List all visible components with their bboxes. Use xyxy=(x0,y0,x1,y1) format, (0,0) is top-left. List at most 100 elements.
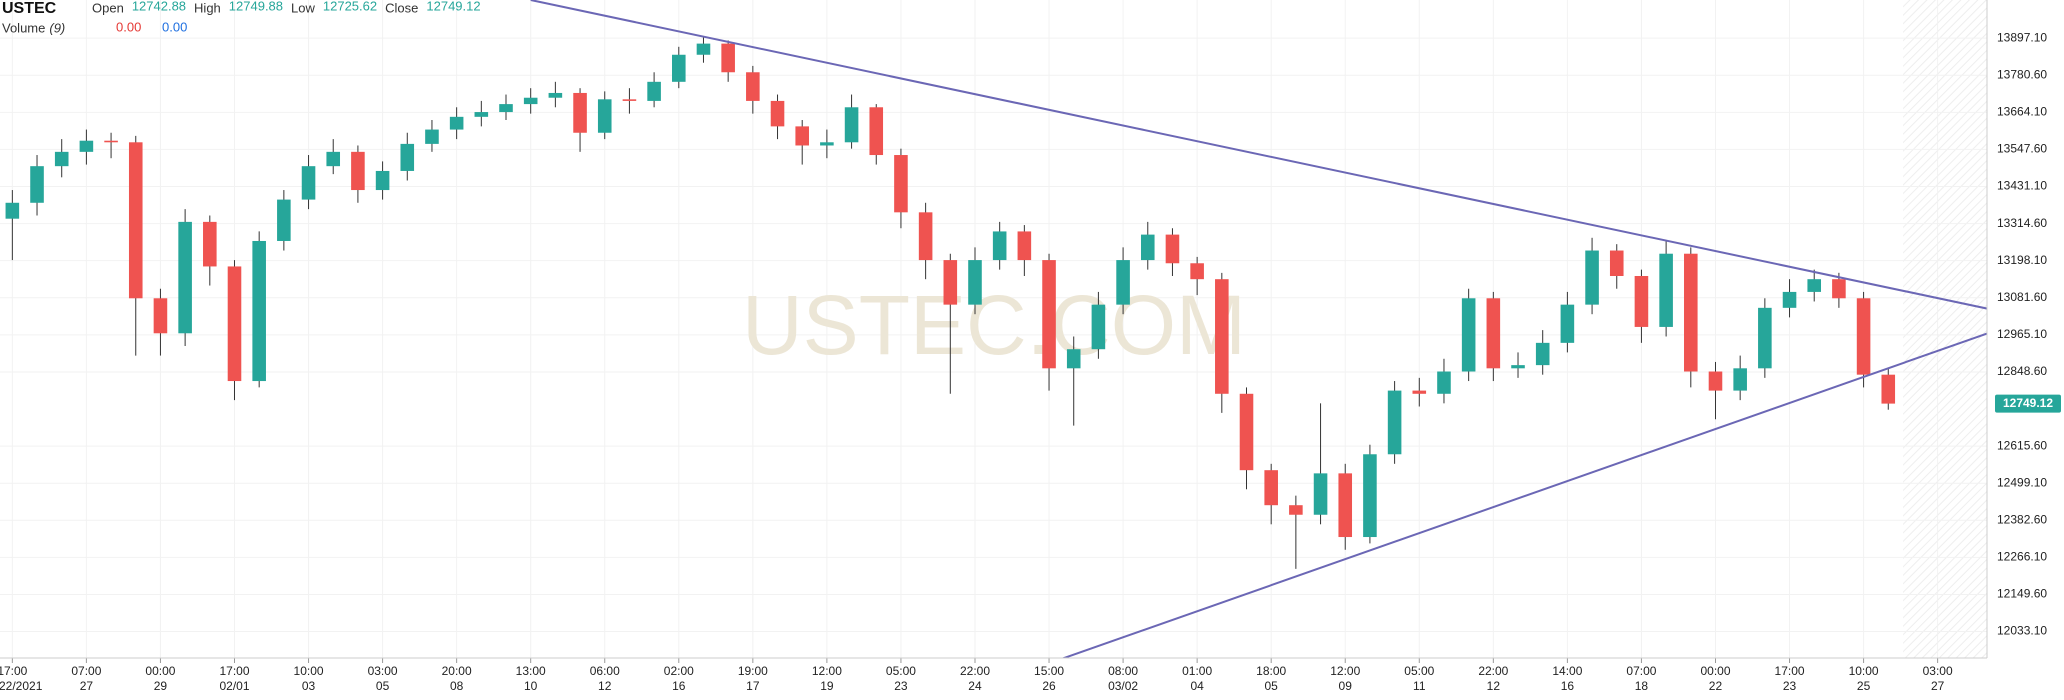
candle-body xyxy=(548,92,563,98)
x-tick-label: 15:00 xyxy=(1034,664,1064,678)
volume-value: 0.00 xyxy=(116,19,141,34)
x-tick-label: 22:00 xyxy=(960,664,990,678)
future-area xyxy=(1903,0,1987,658)
candle-body xyxy=(573,92,587,133)
x-tick-date: 19 xyxy=(820,679,834,693)
x-tick-date: 18 xyxy=(1635,679,1649,693)
ohlc-value: 12749.88 xyxy=(229,0,283,13)
x-tick-label: 18:00 xyxy=(1256,664,1286,678)
candle-body xyxy=(721,43,735,73)
y-tick-label: 12033.10 xyxy=(1997,624,2047,638)
candle-body xyxy=(746,72,760,101)
y-tick-label: 13897.10 xyxy=(1997,30,2047,44)
x-tick-label: 07:00 xyxy=(71,664,101,678)
candle-body xyxy=(326,151,341,167)
x-tick-date: 09 xyxy=(1339,679,1353,693)
ohlc-value: 12725.62 xyxy=(323,0,377,13)
x-tick-date: 08 xyxy=(450,679,464,693)
candle-body xyxy=(1239,393,1254,471)
x-tick-label: 06:00 xyxy=(590,664,620,678)
candle-body xyxy=(1832,279,1846,299)
candle-body xyxy=(1684,253,1698,372)
candle-body xyxy=(918,212,933,261)
x-tick-date: 05 xyxy=(376,679,390,693)
candle-body xyxy=(5,202,20,219)
candle-body xyxy=(1708,371,1723,391)
candle-body xyxy=(301,166,316,200)
volume-value: 0.00 xyxy=(162,19,187,34)
symbol: USTEC xyxy=(2,0,57,17)
x-tick-date: 24 xyxy=(968,679,982,693)
y-tick-label: 13547.60 xyxy=(1997,142,2047,156)
candle-body xyxy=(1758,307,1772,369)
x-tick-label: 00:00 xyxy=(1700,664,1730,678)
candle-body xyxy=(1585,250,1599,305)
header: USTEC Open 12742.88 High 12749.88 Low 12725.62… xyxy=(2,0,481,35)
ohlc-value: 12742.88 xyxy=(132,0,186,13)
candle-body xyxy=(672,54,686,82)
x-tick-label: 14:00 xyxy=(1552,664,1582,678)
candle-body xyxy=(252,240,266,382)
x-tick-label: 05:00 xyxy=(886,664,916,678)
y-tick-label: 12149.60 xyxy=(1997,587,2047,601)
candle-body xyxy=(844,107,859,143)
last-price-label: 12749.12 xyxy=(2003,396,2053,410)
candle-body xyxy=(1437,371,1451,394)
x-tick-date: 23 xyxy=(1783,679,1797,693)
x-tick-label: 08:00 xyxy=(1108,664,1138,678)
candle-body xyxy=(1511,365,1525,369)
x-tick-date: 27 xyxy=(80,679,94,693)
candle-body xyxy=(1486,298,1501,369)
candle-body xyxy=(277,199,291,241)
candle-body xyxy=(1116,260,1130,305)
x-tick-date: 27 xyxy=(1931,679,1945,693)
candle-body xyxy=(400,143,415,171)
candle-body xyxy=(622,99,637,101)
candle-body xyxy=(992,231,1007,261)
candle-body xyxy=(153,298,168,334)
candle-body xyxy=(968,260,982,305)
candle-body xyxy=(178,221,192,334)
y-tick-label: 12848.60 xyxy=(1997,364,2047,378)
x-tick-date: 05 xyxy=(1265,679,1279,693)
x-tick-date: 17 xyxy=(746,679,760,693)
y-tick-label: 13431.10 xyxy=(1997,179,2047,193)
x-tick-date: 01/22/2021 xyxy=(0,679,43,693)
x-tick-label: 22:00 xyxy=(1478,664,1508,678)
y-tick-label: 13314.60 xyxy=(1997,216,2047,230)
x-tick-date: 12 xyxy=(598,679,612,693)
x-tick-label: 10:00 xyxy=(1849,664,1879,678)
ohlc-value: 12749.12 xyxy=(426,0,480,13)
x-tick-label: 17:00 xyxy=(1775,664,1805,678)
candle-body xyxy=(104,140,118,143)
candle-body xyxy=(30,166,44,203)
x-tick-label: 01:00 xyxy=(1182,664,1212,678)
candle-body xyxy=(1609,250,1624,276)
x-tick-label: 13:00 xyxy=(516,664,546,678)
y-tick-label: 12382.60 xyxy=(1997,512,2047,526)
x-tick-label: 03:00 xyxy=(1923,664,1953,678)
candle-body xyxy=(1807,279,1822,292)
x-tick-label: 02:00 xyxy=(664,664,694,678)
x-tick-label: 19:00 xyxy=(738,664,768,678)
x-tick-label: 12:00 xyxy=(1330,664,1360,678)
x-tick-date: 29 xyxy=(154,679,168,693)
x-tick-date: 23 xyxy=(894,679,908,693)
plot-layer xyxy=(5,0,1987,658)
candle-body xyxy=(425,129,439,144)
trendline xyxy=(530,0,1987,310)
candle-body xyxy=(647,81,661,101)
x-tick-label: 17:00 xyxy=(0,664,28,678)
candle-body xyxy=(1363,454,1377,538)
x-tick-label: 05:00 xyxy=(1404,664,1434,678)
candle-body xyxy=(1017,231,1032,261)
candle-body xyxy=(894,155,908,213)
x-tick-date: 03 xyxy=(302,679,316,693)
candle-body xyxy=(1634,275,1649,327)
x-tick-label: 20:00 xyxy=(442,664,472,678)
candle-body xyxy=(1190,263,1204,280)
x-tick-label: 07:00 xyxy=(1626,664,1656,678)
candle-body xyxy=(499,104,513,113)
candle-body xyxy=(770,100,785,127)
